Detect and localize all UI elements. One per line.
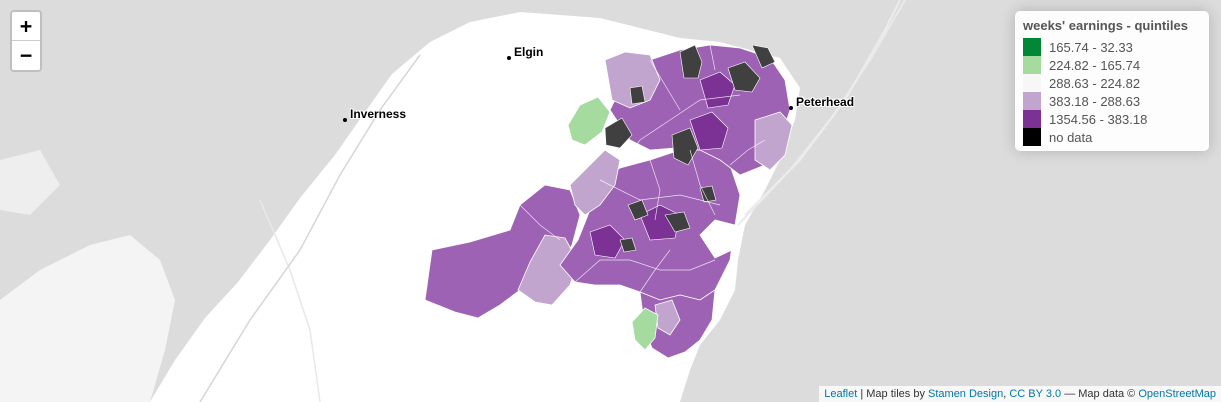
license-link[interactable]: CC BY 3.0 [1009,388,1062,400]
zoom-in-button[interactable]: + [12,12,40,41]
legend-row: 224.82 - 165.74 [1023,56,1201,74]
no-data-3[interactable] [751,44,776,69]
region-white-city[interactable] [699,219,736,259]
stamen-link[interactable]: Stamen Design [928,388,1004,400]
region-green-north[interactable] [567,96,611,146]
region-northwest-light[interactable] [604,51,661,109]
fault-line [199,54,421,402]
region-dark-3[interactable] [689,111,729,151]
region-west-light[interactable] [569,149,621,216]
no-data-2[interactable] [727,61,761,93]
zoom-control: + − [10,10,42,72]
legend-swatch [1023,128,1041,146]
legend-row: 165.74 - 32.33 [1023,38,1201,56]
elgin-marker-icon [507,56,511,60]
regions-layer [424,44,793,359]
city-label-elgin: Elgin [514,45,544,59]
road-west [259,199,321,402]
inverness-marker-icon [343,118,347,122]
legend-label: 1354.56 - 383.18 [1049,111,1148,127]
legend-label: 224.82 - 165.74 [1049,57,1141,73]
legend-row: 1354.56 - 383.18 [1023,110,1201,128]
no-data-7[interactable] [627,199,649,221]
region-green-south[interactable] [631,307,659,351]
no-data-4[interactable] [604,117,633,149]
region-boundaries [519,44,766,293]
no-data-9[interactable] [619,237,637,253]
loch-2 [60,125,115,175]
legend-swatch [1023,56,1041,74]
legend-label: 383.18 - 288.63 [1049,93,1141,109]
no-data-8[interactable] [664,211,691,233]
region-south-light[interactable] [654,299,681,336]
map-legend: weeks' earnings - quintiles 165.74 - 32.… [1015,11,1209,151]
no-data-1[interactable] [679,44,703,79]
legend-label: 288.63 - 224.82 [1049,75,1141,91]
map-attribution: Leaflet | Map tiles by Stamen Design, CC… [819,386,1221,402]
region-dark-4[interactable] [589,224,626,259]
region-east-light[interactable] [754,111,793,171]
no-data-5[interactable] [629,85,646,105]
attribution-comma: , [1003,388,1010,400]
road-east [744,0,901,216]
no-data-10[interactable] [699,185,717,203]
leaflet-link[interactable]: Leaflet [824,388,858,400]
legend-row: 288.63 - 224.82 [1023,74,1201,92]
region-southwest[interactable] [424,184,581,319]
legend-label: no data [1049,129,1093,145]
land-west [0,235,175,402]
attribution-text: — Map data © [1061,388,1139,400]
city-label-peterhead: Peterhead [796,95,855,109]
city-label-inverness: Inverness [350,107,407,121]
attribution-text: | Map tiles by [857,388,929,400]
legend-label: 165.74 - 32.33 [1049,39,1133,55]
legend-row: 383.18 - 288.63 [1023,92,1201,110]
legend-swatch [1023,110,1041,128]
zoom-out-button[interactable]: − [12,41,40,70]
osm-link[interactable]: OpenStreetMap [1138,388,1216,400]
peterhead-marker-icon [789,106,793,110]
loch-1 [70,40,140,95]
island-1 [0,150,60,215]
legend-swatch [1023,92,1041,110]
legend-swatch [1023,38,1041,56]
legend-swatch [1023,74,1041,92]
legend-row: no data [1023,128,1201,146]
legend-title: weeks' earnings - quintiles [1023,18,1188,33]
